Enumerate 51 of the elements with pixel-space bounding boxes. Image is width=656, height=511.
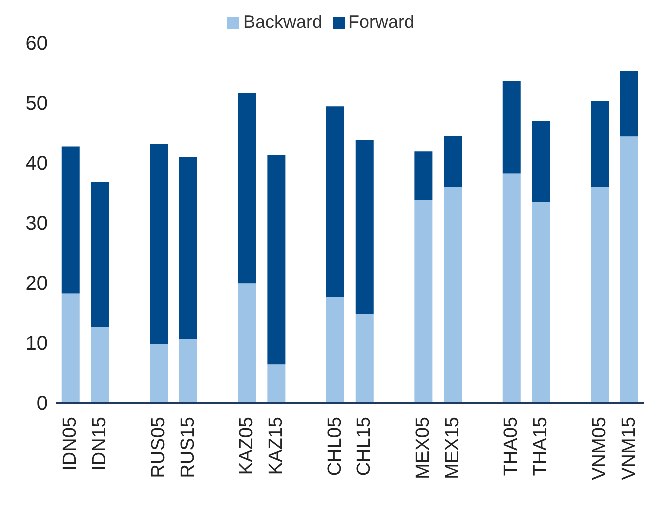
y-tick-label: 50 [26, 93, 48, 116]
x-tick-label: THA15 [530, 417, 552, 476]
bar [150, 144, 168, 344]
y-tick-label: 10 [26, 333, 48, 356]
x-tick-label: CHL05 [324, 417, 346, 476]
x-tick-label: CHL15 [354, 417, 376, 476]
bar [532, 202, 550, 403]
bar [591, 187, 610, 403]
bar [620, 71, 638, 137]
x-tick-label: KAZ15 [266, 417, 287, 476]
bar [620, 136, 638, 403]
bar [414, 200, 433, 403]
bar [444, 136, 462, 187]
x-tick-label: THA05 [501, 417, 522, 476]
y-tick-label: 30 [26, 213, 48, 236]
bar [179, 157, 198, 340]
bar [502, 81, 521, 174]
y-tick-label: 40 [26, 153, 48, 176]
y-tick-label: 60 [26, 33, 48, 56]
bar [91, 327, 110, 403]
legend-label: Forward [348, 12, 415, 32]
bar [502, 174, 521, 403]
bar [356, 140, 374, 314]
bar [326, 106, 344, 298]
x-tick-label: MEX05 [413, 417, 434, 480]
x-tick-label: MEX15 [442, 417, 464, 480]
y-tick-label: 20 [26, 273, 48, 296]
bar [179, 339, 198, 403]
x-tick-label: VNM05 [589, 417, 610, 480]
bar [238, 93, 256, 284]
bar [268, 364, 286, 403]
x-tick-label: IDN15 [90, 417, 111, 471]
y-tick-label: 0 [36, 393, 48, 416]
x-tick-label: VNM15 [618, 417, 640, 480]
x-tick-label: RUS05 [148, 417, 170, 478]
bar [532, 121, 550, 202]
bar [91, 182, 110, 328]
bar [268, 155, 286, 365]
bar [591, 101, 610, 187]
bar [238, 284, 256, 403]
bar [326, 297, 344, 403]
legend-label: Backward [243, 12, 322, 32]
bar [414, 152, 433, 200]
bar [62, 146, 80, 294]
bar [62, 294, 80, 403]
x-tick-label: IDN05 [60, 417, 82, 471]
bar [150, 344, 168, 403]
bar [444, 187, 462, 403]
x-tick-label: RUS15 [178, 417, 199, 478]
bar [356, 314, 374, 403]
x-tick-label: KAZ05 [236, 417, 258, 476]
